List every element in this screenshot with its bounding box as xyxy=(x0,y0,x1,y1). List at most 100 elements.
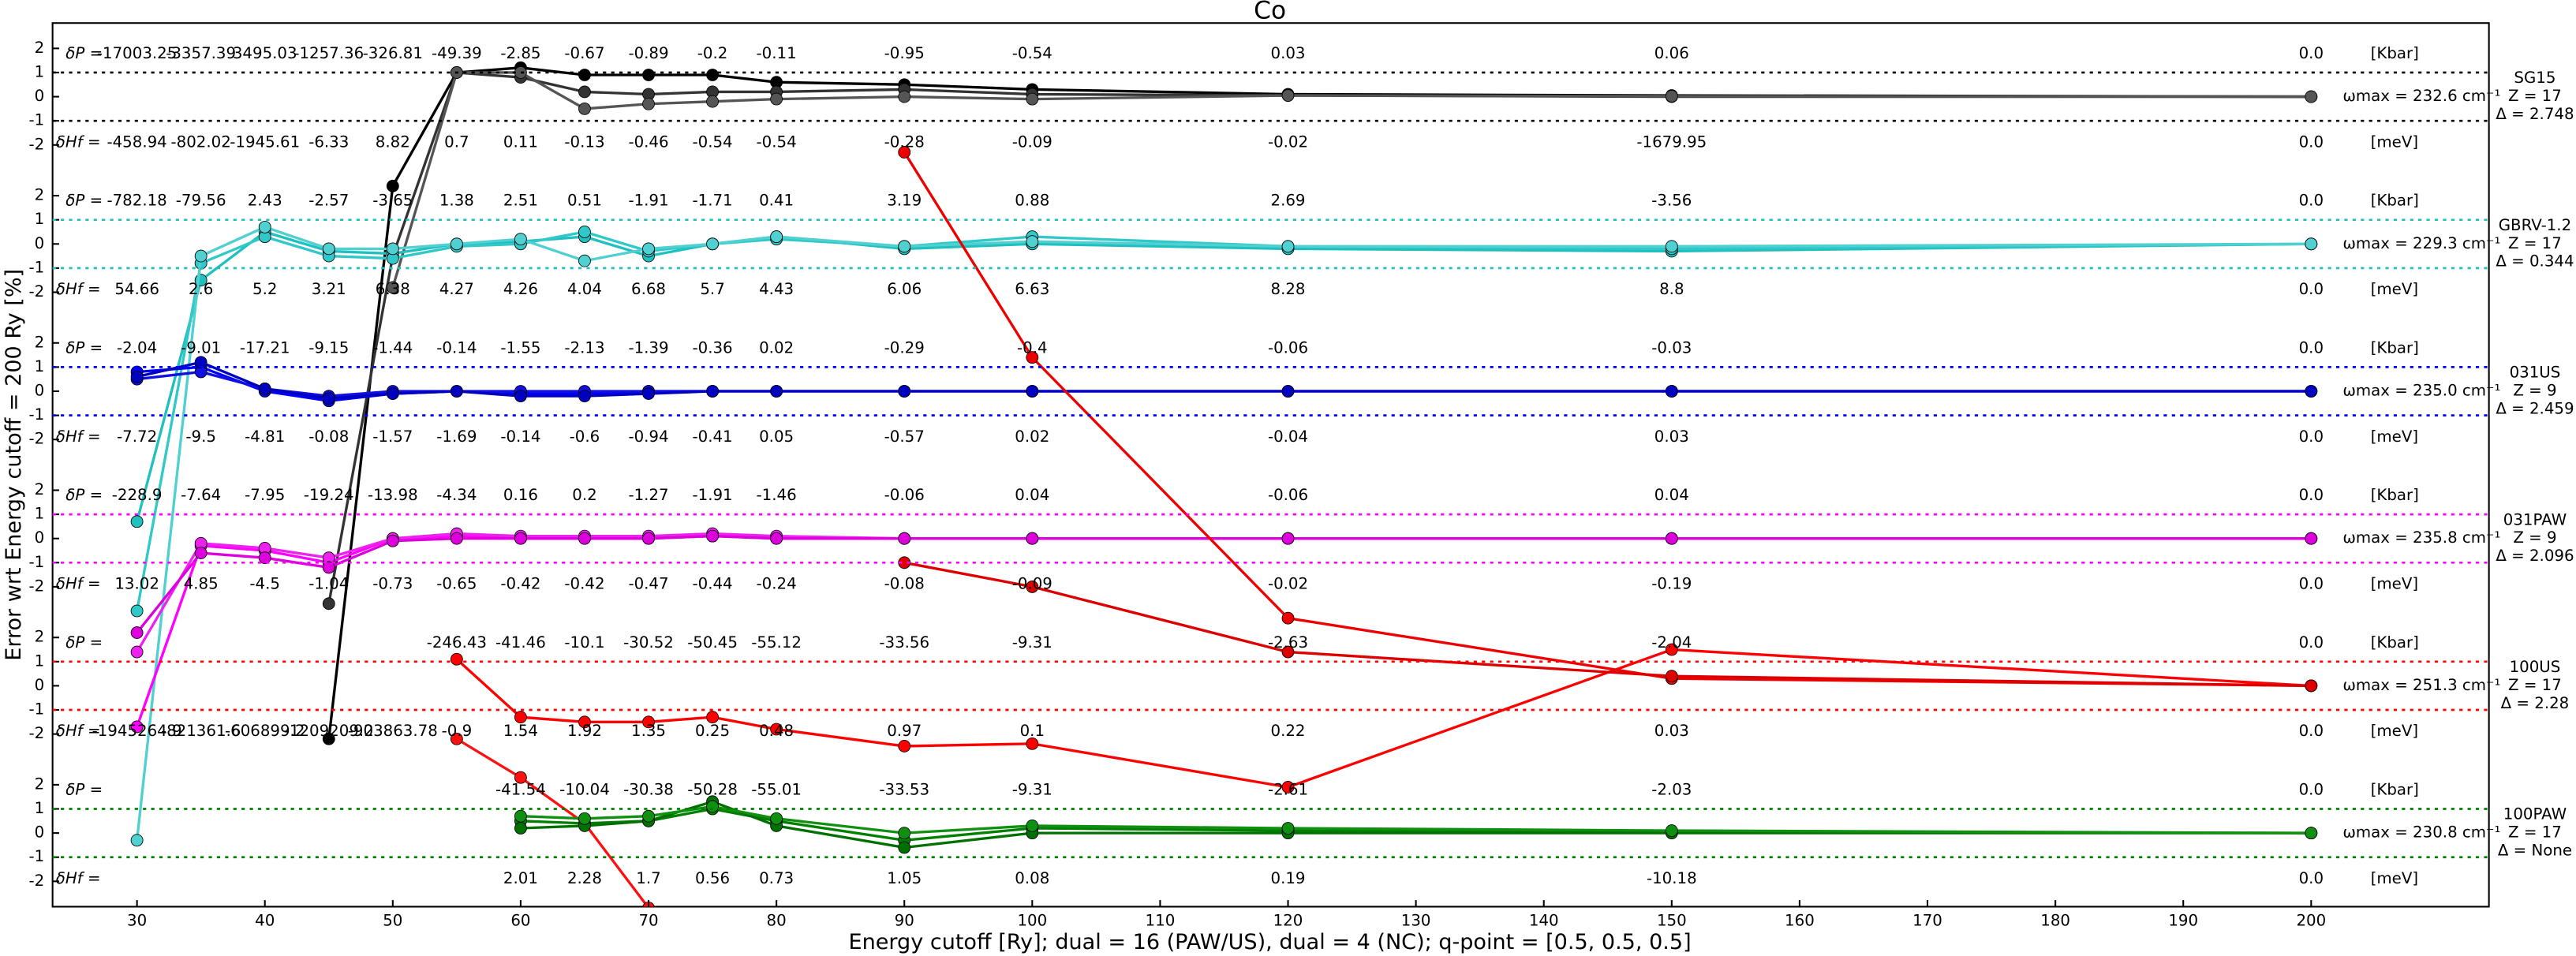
dh-value: -0.19 xyxy=(1651,575,1692,593)
dp-label: δP = xyxy=(65,633,103,652)
dh-value: -0.02 xyxy=(1268,133,1308,151)
dp-value: 0.0 xyxy=(2299,44,2324,62)
dp-value: -0.29 xyxy=(884,338,925,357)
data-point xyxy=(322,732,335,745)
dp-value: -50.28 xyxy=(687,780,738,798)
data-point xyxy=(194,356,208,369)
dh-value: 0.0 xyxy=(2299,575,2324,593)
dp-value: -9.31 xyxy=(1012,780,1052,798)
dp-value: -9.15 xyxy=(308,338,349,357)
dh-value: -0.09 xyxy=(1012,575,1052,593)
dp-value: -10.04 xyxy=(559,780,610,798)
dp-value: -3.65 xyxy=(372,192,413,210)
chart-title: Co xyxy=(1254,0,1286,25)
data-point xyxy=(130,720,144,734)
x-tick-label: 100 xyxy=(1017,912,1047,930)
series-line xyxy=(135,230,2312,611)
dh-value: 0.22 xyxy=(1271,722,1306,740)
dh-value: -10.18 xyxy=(1647,869,1697,887)
y-tick-label: -2 xyxy=(29,430,45,448)
y-tick-label: 0 xyxy=(35,528,45,547)
dp-value: -49.39 xyxy=(432,44,482,62)
series-line xyxy=(136,534,2312,634)
y-tick-label: -1 xyxy=(29,111,45,129)
dh-value: -0.02 xyxy=(1268,575,1308,593)
dp-value: -1.91 xyxy=(628,192,668,210)
y-axis-label: Error wrt Energy cutoff = 200 Ry [%] xyxy=(2,269,26,661)
dp-label: δP = xyxy=(65,338,103,357)
dp-value: 0.04 xyxy=(1015,486,1049,504)
dp-value: 0.0 xyxy=(2299,486,2324,504)
data-point xyxy=(450,385,463,398)
dp-value: 0.0 xyxy=(2299,633,2324,652)
x-tick-label: 50 xyxy=(383,912,402,930)
dh-value: 4.27 xyxy=(439,280,474,298)
data-point xyxy=(1281,781,1295,794)
dh-value: 6.06 xyxy=(887,280,922,298)
y-tick-label: 1 xyxy=(35,62,45,80)
data-point xyxy=(514,771,527,784)
dh-value: 0.08 xyxy=(1015,869,1049,887)
dp-value: 1.38 xyxy=(439,192,474,210)
x-axis-label: Energy cutoff [Ry]; dual = 16 (PAW/US), … xyxy=(849,930,1692,954)
dh-label: δHf = xyxy=(56,428,101,446)
dh-value: 0.03 xyxy=(1654,722,1689,740)
dh-value: -0.94 xyxy=(628,428,668,446)
dp-value: -1257.36 xyxy=(293,44,364,62)
dh-label: δHf = xyxy=(56,575,101,593)
panel-name: 100US xyxy=(2510,658,2561,676)
y-tick-label: -2 xyxy=(29,724,45,742)
data-point xyxy=(642,387,655,400)
y-tick-label: 1 xyxy=(35,210,45,228)
data-point xyxy=(770,92,783,106)
data-point xyxy=(770,812,783,825)
data-point xyxy=(130,515,144,528)
data-point xyxy=(1026,351,1039,364)
data-point xyxy=(706,385,719,398)
dh-value: 0.0 xyxy=(2299,722,2324,740)
dp-value: -0.11 xyxy=(757,44,797,62)
dp-value: -0.14 xyxy=(436,338,477,357)
dh-value: -0.08 xyxy=(308,428,349,446)
dh-value: 13.02 xyxy=(114,575,159,593)
dh-value: -0.41 xyxy=(692,428,732,446)
dp-value: -0.03 xyxy=(1651,338,1692,357)
dh-value: -0.47 xyxy=(628,575,668,593)
dp-value: -2.13 xyxy=(564,338,604,357)
dh-value: 1.35 xyxy=(631,722,666,740)
dp-label: δP = xyxy=(65,780,103,798)
dp-value: 0.06 xyxy=(1654,44,1689,62)
dp-label: δP = xyxy=(65,44,103,62)
dh-value: 2.28 xyxy=(567,869,602,887)
y-tick-label: 0 xyxy=(35,823,45,842)
dp-value: -1.55 xyxy=(500,338,540,357)
dp-value: -0.06 xyxy=(1268,338,1308,357)
data-point xyxy=(1665,670,1678,683)
data-point xyxy=(898,532,911,545)
data-point xyxy=(1281,89,1295,102)
dh-value: -1945.61 xyxy=(230,133,300,151)
dp-value: -2.04 xyxy=(1651,633,1692,652)
data-point xyxy=(1665,240,1678,253)
dh-value: -1945264.9 xyxy=(92,722,182,740)
y-tick-label: -2 xyxy=(29,872,45,890)
data-point xyxy=(1026,92,1039,106)
dh-value: 0.0 xyxy=(2299,280,2324,298)
x-tick-label: 130 xyxy=(1401,912,1431,930)
data-point xyxy=(322,392,335,405)
dp-value: -17.21 xyxy=(240,338,290,357)
dp-value: -17003.25 xyxy=(97,44,177,62)
omega-label: ωmax = 235.0 cm⁻¹ xyxy=(2342,381,2500,399)
x-tick-label: 80 xyxy=(767,912,787,930)
data-point xyxy=(130,645,144,659)
data-point xyxy=(770,230,783,244)
dh-value: 6.68 xyxy=(631,280,666,298)
dh-value: -0.46 xyxy=(628,133,668,151)
panel-delta: Δ = 2.096 xyxy=(2496,547,2574,565)
x-tick-label: 40 xyxy=(255,912,275,930)
dh-unit: [meV] xyxy=(2371,869,2418,887)
data-point xyxy=(2305,90,2318,103)
data-point xyxy=(450,652,463,666)
data-point xyxy=(130,834,144,847)
